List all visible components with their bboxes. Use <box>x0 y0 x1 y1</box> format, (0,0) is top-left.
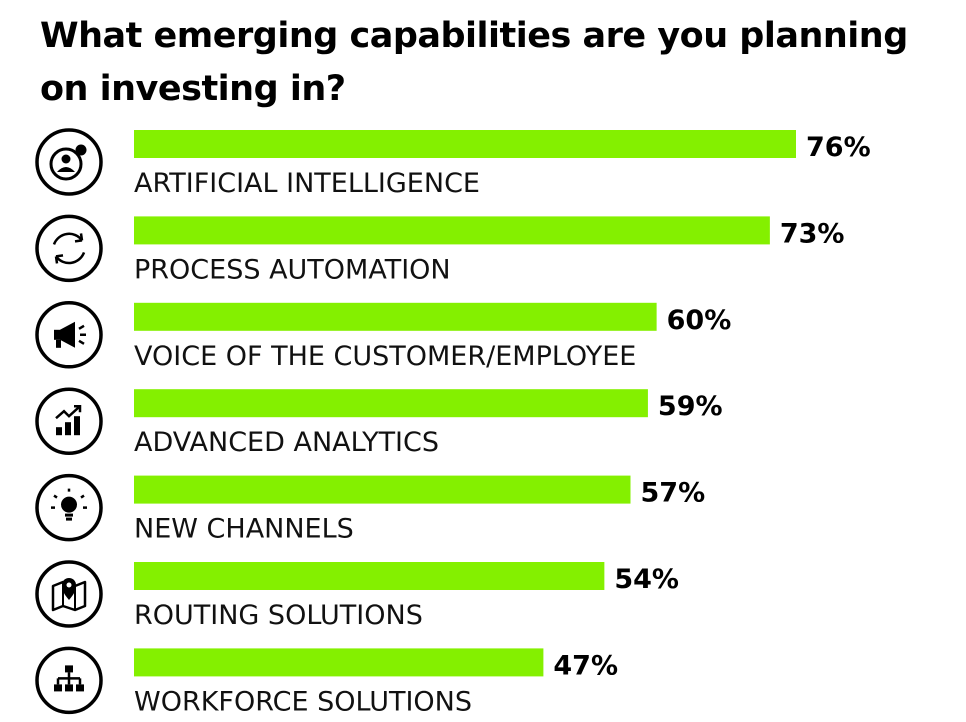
bar-row: 60% VOICE OF THE CUSTOMER/EMPLOYEE <box>35 301 732 372</box>
bar-row: 47% WORKFORCE SOLUTIONS <box>35 646 618 717</box>
chart-title: What emerging capabilities are you plann… <box>40 16 908 109</box>
value-label: 54% <box>614 564 679 595</box>
growth-chart-icon <box>35 387 103 455</box>
ai-person-icon <box>35 128 103 196</box>
bar-row: 59% ADVANCED ANALYTICS <box>35 387 723 458</box>
value-label: 73% <box>780 218 845 249</box>
value-label: 59% <box>658 391 723 422</box>
bar <box>134 648 544 677</box>
refresh-cycle-icon <box>35 214 103 283</box>
lightbulb-icon <box>35 473 103 542</box>
map-pin-icon <box>35 560 103 628</box>
bar <box>134 216 770 245</box>
value-label: 47% <box>553 650 618 681</box>
bar-row: 57% NEW CHANNELS <box>35 473 706 545</box>
bar <box>134 130 796 158</box>
category-label: VOICE OF THE CUSTOMER/EMPLOYEE <box>134 341 636 372</box>
category-label: PROCESS AUTOMATION <box>134 254 451 285</box>
bar <box>134 475 631 504</box>
bar <box>134 302 657 331</box>
value-label: 57% <box>641 478 706 509</box>
bar-row: 54% ROUTING SOLUTIONS <box>35 560 679 631</box>
category-label: ROUTING SOLUTIONS <box>134 600 423 631</box>
value-label: 76% <box>806 132 871 163</box>
org-chart-icon <box>35 646 103 715</box>
category-label: NEW CHANNELS <box>134 514 354 545</box>
bar <box>134 562 605 590</box>
category-label: ARTIFICIAL INTELLIGENCE <box>134 168 480 199</box>
bar-row: 73% PROCESS AUTOMATION <box>35 214 845 285</box>
bar <box>134 389 648 418</box>
category-label: ADVANCED ANALYTICS <box>134 427 439 458</box>
bar-row: 76% ARTIFICIAL INTELLIGENCE <box>35 128 871 199</box>
value-label: 60% <box>667 305 732 336</box>
category-label: WORKFORCE SOLUTIONS <box>134 686 472 717</box>
megaphone-icon <box>35 301 103 369</box>
